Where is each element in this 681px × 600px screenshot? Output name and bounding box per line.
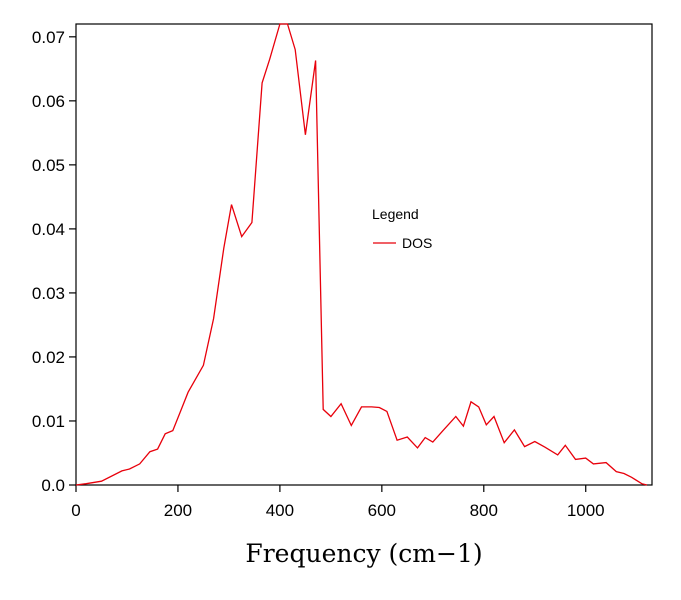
y-tick-label: 0.03 bbox=[32, 284, 65, 303]
x-axis-title: Frequency (cm−1) bbox=[245, 539, 482, 568]
x-tick-label: 200 bbox=[164, 501, 192, 520]
x-tick-label: 800 bbox=[470, 501, 498, 520]
x-axis: 0 200 400 600 800 1000 bbox=[71, 485, 605, 520]
y-tick-label: 0.02 bbox=[32, 348, 65, 367]
y-tick-label: 0.0 bbox=[41, 476, 65, 495]
legend-title: Legend bbox=[372, 206, 419, 222]
series-line-dos bbox=[75, 23, 648, 486]
y-tick-label: 0.04 bbox=[32, 220, 65, 239]
legend: Legend DOS bbox=[362, 197, 445, 256]
y-tick-label: 0.05 bbox=[32, 156, 65, 175]
y-tick-label: 0.06 bbox=[32, 92, 65, 111]
legend-box bbox=[362, 197, 445, 256]
y-tick-label: 0.01 bbox=[32, 412, 65, 431]
x-tick-label: 400 bbox=[266, 501, 294, 520]
legend-entry-dos: DOS bbox=[402, 235, 432, 251]
plot-frame bbox=[75, 23, 653, 486]
y-axis: 0.0 0.01 0.02 0.03 0.04 0.05 0.06 0.07 bbox=[32, 28, 76, 495]
x-tick-label: 600 bbox=[368, 501, 396, 520]
x-tick-label: 1000 bbox=[567, 501, 605, 520]
y-tick-label: 0.07 bbox=[32, 28, 65, 47]
x-tick-label: 0 bbox=[71, 501, 80, 520]
